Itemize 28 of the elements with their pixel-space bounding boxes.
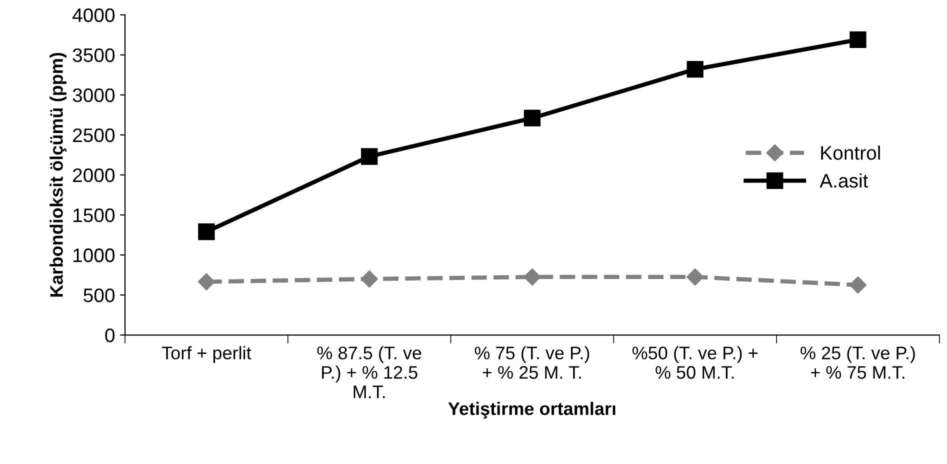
point [524, 268, 541, 286]
y-tick-label: 500 [84, 288, 115, 302]
point [686, 60, 704, 78]
point [360, 270, 378, 288]
x-axis-title: Yetiştirme ortamları [448, 402, 616, 419]
point [198, 273, 215, 290]
point [360, 148, 378, 165]
point [850, 31, 866, 48]
y-tick-label: 2500 [73, 128, 115, 142]
x-tick-label: % 75 (T. ve P.) + % 25 M. T. [474, 346, 590, 379]
y-axis-title: Karbondioksit ölçümü (ppm) [50, 52, 66, 297]
y-tick-label: 4000 [72, 8, 115, 22]
y-tick-label: 1000 [74, 248, 115, 262]
legend-label: A.asit [820, 173, 868, 188]
x-tick-label: % 25 (T. ve P.) + % 75 M.T. [800, 346, 915, 379]
y-tick-label: 1500 [74, 208, 115, 222]
x-tick-label: % 87.5 (T. ve P.) + % 12.5 M.T. [317, 346, 422, 398]
x-tick-label: %50 (T. ve P.) + % 50 M.T. [632, 346, 758, 379]
y-tick-label: 0 [105, 328, 115, 342]
legend-label: Kontrol [821, 146, 880, 160]
point [524, 110, 541, 126]
y-tick-label: 3500 [72, 48, 115, 62]
point [849, 276, 867, 294]
y-tick-label: 3000 [72, 88, 115, 102]
point [198, 223, 215, 240]
y-tick-label: 2000 [73, 168, 115, 182]
x-tick-label: Torf + perlit [162, 346, 252, 363]
point [686, 268, 704, 286]
